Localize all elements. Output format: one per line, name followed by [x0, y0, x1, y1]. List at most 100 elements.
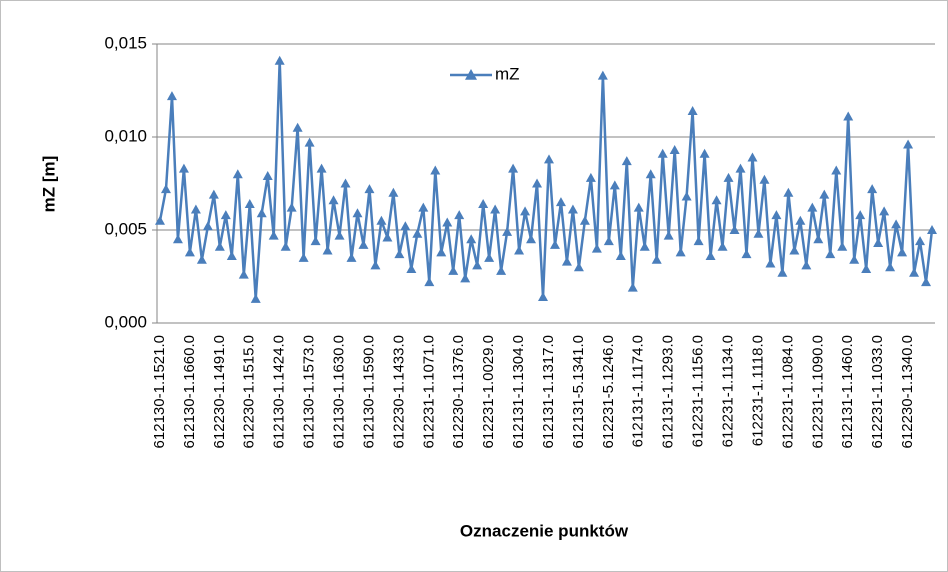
x-tick-label: 612231-1.0029.0 [480, 335, 497, 448]
legend-label: mZ [495, 64, 520, 83]
x-tick-label: 612231-1.1071.0 [420, 335, 437, 448]
data-marker [412, 228, 423, 238]
data-marker [579, 215, 590, 225]
data-marker [484, 252, 495, 262]
data-marker [502, 226, 513, 236]
data-marker [627, 282, 638, 292]
data-marker [813, 234, 824, 244]
data-marker [549, 239, 560, 249]
data-marker [573, 262, 584, 272]
x-tick-label: 612130-1.1630.0 [330, 335, 347, 448]
data-marker [711, 195, 722, 205]
data-marker [915, 236, 926, 246]
data-marker [777, 267, 788, 277]
data-marker [705, 251, 716, 261]
data-marker [400, 221, 411, 231]
data-marker [418, 202, 429, 212]
data-marker [855, 210, 866, 220]
x-tick-label: 612130-1.1660.0 [181, 335, 198, 448]
data-marker [843, 111, 854, 121]
data-marker [262, 171, 273, 181]
y-tick-label: 0,000 [104, 312, 147, 331]
data-marker [346, 252, 357, 262]
x-tick-label: 612230-1.1376.0 [450, 335, 467, 448]
data-marker [394, 249, 405, 259]
data-marker [747, 152, 758, 162]
data-marker [472, 260, 483, 270]
x-tick-label: 612230-1.1515.0 [241, 335, 258, 448]
data-marker [675, 247, 686, 257]
data-marker [454, 210, 465, 220]
data-marker [867, 184, 878, 194]
data-marker [861, 264, 872, 274]
data-marker [789, 245, 800, 255]
data-marker [406, 264, 417, 274]
data-marker [651, 254, 662, 264]
data-marker [921, 277, 932, 287]
data-marker [801, 260, 812, 270]
x-tick-label: 612130-1.1521.0 [151, 335, 168, 448]
data-marker [735, 163, 746, 173]
data-marker [328, 195, 339, 205]
data-marker [729, 225, 740, 234]
data-marker [460, 273, 471, 283]
data-marker [322, 245, 333, 255]
data-marker [160, 184, 171, 194]
data-marker [496, 265, 507, 275]
data-marker [238, 269, 249, 279]
data-marker [699, 148, 710, 158]
data-marker [490, 204, 501, 214]
data-marker [807, 202, 818, 212]
data-marker [196, 254, 207, 264]
data-marker [543, 154, 554, 164]
y-axis-title: mZ [m] [39, 156, 58, 213]
data-marker [448, 265, 459, 275]
data-marker [609, 180, 620, 190]
data-marker [723, 172, 734, 182]
data-marker [250, 293, 261, 303]
data-marker [633, 202, 644, 212]
data-marker [280, 241, 291, 251]
data-marker [166, 91, 177, 101]
data-marker [849, 254, 860, 264]
data-marker [555, 197, 566, 207]
data-marker [639, 241, 650, 251]
y-tick-label: 0,015 [104, 33, 147, 52]
x-tick-label: 612230-1.1433.0 [390, 335, 407, 448]
data-marker [621, 156, 632, 166]
data-marker [430, 165, 441, 175]
data-marker [388, 187, 399, 197]
data-marker [669, 145, 680, 155]
data-marker [376, 215, 387, 225]
data-marker [298, 252, 309, 262]
data-marker [765, 258, 776, 268]
data-marker [340, 178, 351, 188]
data-marker [891, 219, 902, 229]
data-marker [424, 277, 435, 287]
data-marker [657, 148, 668, 158]
data-marker [514, 245, 525, 255]
data-marker [561, 256, 572, 266]
data-marker [226, 251, 237, 261]
data-marker [382, 232, 393, 242]
data-marker [202, 221, 213, 231]
data-marker [370, 260, 381, 270]
x-tick-label: 612231-1.1033.0 [869, 335, 886, 448]
data-marker [663, 230, 674, 240]
legend-marker [465, 69, 477, 80]
data-marker [184, 247, 195, 257]
data-marker [885, 262, 896, 272]
data-marker [436, 247, 447, 257]
x-tick-label: 612130-1.1424.0 [271, 335, 288, 448]
data-marker [316, 163, 327, 173]
data-marker [585, 172, 596, 182]
data-marker [681, 191, 692, 201]
data-marker [603, 236, 614, 246]
data-marker [759, 174, 770, 184]
x-tick-label: 612130-1.1590.0 [360, 335, 377, 448]
data-line [158, 59, 934, 301]
data-marker [220, 210, 231, 220]
data-marker [771, 210, 782, 220]
